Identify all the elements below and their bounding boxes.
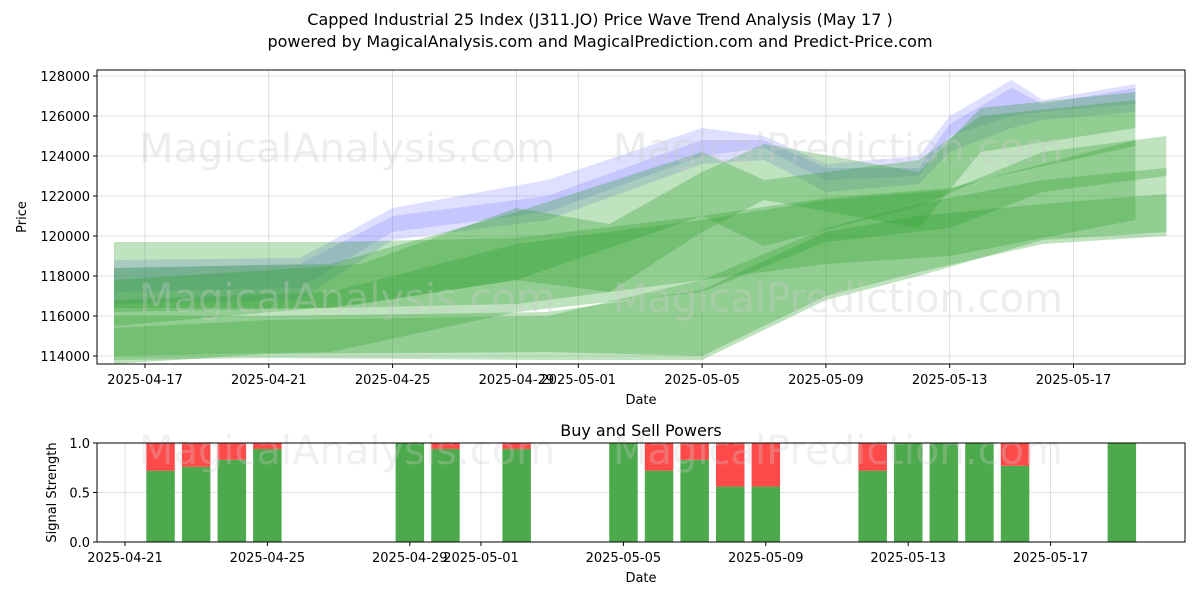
sell-bar xyxy=(716,443,745,487)
price-y-tick-label: 120000 xyxy=(40,230,90,245)
wave-band-1 xyxy=(114,88,1136,292)
signal-axes: 2025-04-21 2025-04-25 2025-04-292025-05-01… xyxy=(45,421,1088,586)
wave-band-7 xyxy=(114,168,1167,360)
buy-bar xyxy=(217,459,247,542)
buy-bar xyxy=(146,470,175,542)
wave-band-5 xyxy=(114,136,1167,356)
signal-x-tick-label: 2025-05-05 xyxy=(586,551,662,566)
watermark-text: MagicalPrediction.com xyxy=(613,126,1063,172)
buy-bar xyxy=(894,443,923,542)
price-y-tick-label: 126000 xyxy=(40,110,90,125)
buy-bar xyxy=(431,448,460,542)
wave-band-0 xyxy=(114,80,1136,304)
sell-bar xyxy=(146,443,175,471)
signal-watermarks: MagicalAnalysis.com MagicalPrediction.com xyxy=(139,428,1063,474)
price-y-tick-label: 116000 xyxy=(40,310,90,325)
price-y-tick-label: 114000 xyxy=(40,350,90,365)
price-x-tick-label: 2025-04-25 xyxy=(355,373,431,388)
signal-y-axis-label: Signal Strength xyxy=(45,442,60,542)
signal-x-tick-label: 2025-04-29 xyxy=(372,551,448,566)
price-watermarks: MagicalAnalysis.com MagicalPrediction.com… xyxy=(139,126,1063,322)
price-x-tick-label: 2025-04-21 xyxy=(231,373,307,388)
price-y-axis-label: Price xyxy=(15,201,30,233)
wave-band-3 xyxy=(114,92,1136,326)
watermark-text: MagicalAnalysis.com xyxy=(139,276,555,322)
wave-band-2 xyxy=(114,100,1136,312)
price-axes: 2025-04-17 2025-04-21 2025-04-25 2025-04-29… xyxy=(15,70,1111,408)
signal-y-tick-label: 0.5 xyxy=(69,487,90,502)
price-x-tick-label: 2025-04-17 xyxy=(107,373,183,388)
sell-bar xyxy=(858,443,887,471)
price-plot-frame xyxy=(96,69,1186,365)
buy-bar xyxy=(1000,465,1030,542)
wave-band-6 xyxy=(114,194,1167,364)
buy-bar xyxy=(965,443,994,542)
buy-bar xyxy=(1107,443,1137,542)
price-y-tick-label: 122000 xyxy=(40,190,90,205)
buy-bar xyxy=(502,448,531,542)
signal-y-tick-label: 1.0 xyxy=(69,437,90,452)
wave-band-4 xyxy=(114,140,1136,308)
price-y-tick-label: 124000 xyxy=(40,150,90,165)
signal-bars xyxy=(146,443,1137,542)
signal-chart-title: Buy and Sell Powers xyxy=(560,421,722,440)
watermark-text: MagicalPrediction.com xyxy=(613,428,1063,474)
sell-bar xyxy=(680,443,709,460)
buy-bar xyxy=(751,486,781,542)
signal-x-tick-label: 2025-04-21 xyxy=(87,551,163,566)
sell-bar xyxy=(181,443,211,467)
price-y-tick-label: 118000 xyxy=(40,270,90,285)
buy-bar xyxy=(395,443,425,542)
buy-bar xyxy=(929,443,959,542)
price-x-tick-label: 2025-05-17 xyxy=(1036,373,1112,388)
price-x-tick-label: 2025-05-05 xyxy=(664,373,740,388)
signal-x-tick-label: 2025-05-09 xyxy=(728,551,804,566)
chart-title-line-2: powered by MagicalAnalysis.com and Magic… xyxy=(267,32,933,51)
price-grid xyxy=(97,70,1185,364)
price-wave-bands xyxy=(114,80,1167,364)
watermark-text: MagicalAnalysis.com xyxy=(139,126,555,172)
signal-x-tick-label: 2025-05-01 xyxy=(443,551,519,566)
chart-title-line-1: Capped Industrial 25 Index (J311.JO) Pri… xyxy=(307,10,893,29)
sell-bar xyxy=(644,443,674,471)
sell-bar xyxy=(217,443,247,460)
sell-bar xyxy=(431,443,460,449)
signal-y-tick-label: 0.0 xyxy=(69,536,90,551)
buy-bar xyxy=(609,443,638,542)
sell-bar xyxy=(1000,443,1030,466)
watermark-text: MagicalAnalysis.com xyxy=(139,428,555,474)
signal-x-axis-label: Date xyxy=(625,571,656,586)
buy-bar xyxy=(716,486,745,542)
signal-x-tick-label: 2025-05-17 xyxy=(1013,551,1089,566)
buy-bar xyxy=(644,470,674,542)
price-x-axis-label: Date xyxy=(625,393,656,408)
price-x-tick-label: 2025-05-09 xyxy=(788,373,864,388)
buy-bar xyxy=(680,459,709,542)
price-y-tick-label: 128000 xyxy=(40,70,90,85)
buy-bar xyxy=(253,448,282,542)
sell-bar xyxy=(502,443,531,449)
signal-x-tick-label: 2025-05-13 xyxy=(870,551,946,566)
signal-x-tick-label: 2025-04-25 xyxy=(230,551,306,566)
sell-bar xyxy=(751,443,781,487)
sell-bar xyxy=(253,443,282,449)
buy-bar xyxy=(181,466,211,542)
buy-bar xyxy=(858,470,887,542)
price-x-tick-label: 2025-05-01 xyxy=(541,373,617,388)
watermark-text: MagicalPrediction.com xyxy=(613,276,1063,322)
price-x-tick-label: 2025-04-29 xyxy=(479,373,555,388)
price-x-tick-label: 2025-05-13 xyxy=(912,373,988,388)
